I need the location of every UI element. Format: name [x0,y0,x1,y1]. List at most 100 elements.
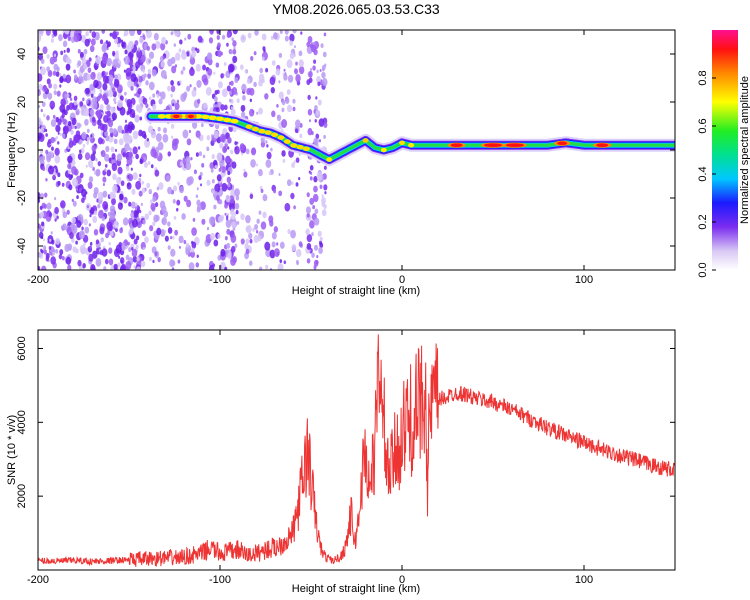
noise-speckle [117,99,123,108]
noise-speckle [109,32,113,37]
noise-speckle [158,98,163,105]
noise-speckle [57,118,62,126]
noise-speckle [278,52,283,58]
noise-speckle [59,249,64,256]
noise-speckle [312,65,316,71]
noise-speckle [191,247,195,253]
noise-speckle [273,188,277,194]
noise-speckle [95,55,101,65]
noise-speckle [281,119,288,128]
noise-speckle [292,30,297,34]
noise-speckle [193,169,197,175]
noise-speckle [320,43,324,48]
noise-speckle [321,71,326,79]
noise-speckle [167,151,172,157]
noise-speckle [73,69,76,74]
noise-speckle [154,251,158,257]
noise-speckle [170,99,176,107]
noise-speckle [188,176,194,185]
noise-speckle [63,109,68,116]
noise-speckle [155,214,160,222]
noise-speckle [230,218,233,223]
noise-speckle [99,39,104,45]
noise-speckle [124,143,130,152]
noise-speckle [141,187,146,194]
noise-speckle [290,192,295,200]
noise-speckle [213,71,216,75]
noise-speckle [258,107,263,115]
noise-speckle [102,176,107,183]
noise-speckle [250,159,256,168]
noise-speckle [106,104,111,111]
noise-speckle [135,153,139,160]
noise-speckle [219,142,224,149]
noise-speckle [307,36,313,44]
noise-speckle [89,245,92,249]
noise-speckle [90,38,96,46]
noise-speckle [42,113,46,118]
noise-speckle [90,153,96,162]
noise-speckle [62,118,67,125]
noise-speckle [260,221,267,230]
noise-speckle [171,267,175,270]
noise-speckle [99,94,102,99]
noise-speckle [273,248,280,258]
noise-speckle [109,131,114,138]
noise-speckle [171,235,175,240]
noise-speckle [230,234,237,243]
noise-speckle [104,130,109,137]
noise-speckle [61,182,65,187]
noise-speckle [86,99,89,104]
noise-speckle [161,205,167,214]
noise-speckle [60,98,66,107]
noise-speckle [87,181,93,190]
noise-speckle [211,178,215,184]
noise-speckle [295,182,299,187]
noise-speckle [323,184,328,191]
noise-speckle [64,30,70,35]
noise-speckle [62,40,68,48]
noise-speckle [38,197,41,204]
noise-speckle [170,93,174,98]
noise-speckle [257,235,262,242]
noise-speckle [298,176,301,181]
noise-speckle [132,255,138,263]
noise-speckle [179,39,183,45]
noise-speckle [229,98,232,103]
noise-speckle [281,150,286,157]
noise-speckle [266,144,269,148]
noise-speckle [101,94,107,102]
noise-speckle [45,128,48,133]
noise-speckle [246,78,251,84]
noise-speckle [226,42,229,47]
noise-speckle [51,106,54,110]
noise-speckle [295,128,299,134]
colorbar-tick-label: 0.6 [697,118,709,133]
noise-speckle [67,264,72,270]
noise-speckle [150,164,154,169]
noise-speckle [84,118,89,126]
noise-speckle [306,242,312,250]
noise-speckle [265,264,269,270]
noise-speckle [230,245,236,253]
noise-speckle [298,50,303,57]
noise-speckle [299,133,303,139]
noise-speckle [227,183,231,188]
noise-speckle [50,231,53,235]
noise-speckle [171,65,177,74]
noise-speckle [309,220,315,229]
snr-frame [37,329,676,571]
noise-speckle [286,89,291,95]
noise-speckle [232,55,238,64]
noise-speckle [133,209,139,218]
noise-speckle [245,148,250,155]
noise-speckle [77,49,81,54]
noise-speckle [84,38,90,47]
noise-speckle [210,232,216,241]
noise-speckle [296,261,299,266]
noise-speckle [316,76,321,84]
noise-speckle [195,63,201,72]
noise-speckle [90,71,96,80]
noise-speckle [62,223,67,231]
noise-speckle [218,167,222,172]
